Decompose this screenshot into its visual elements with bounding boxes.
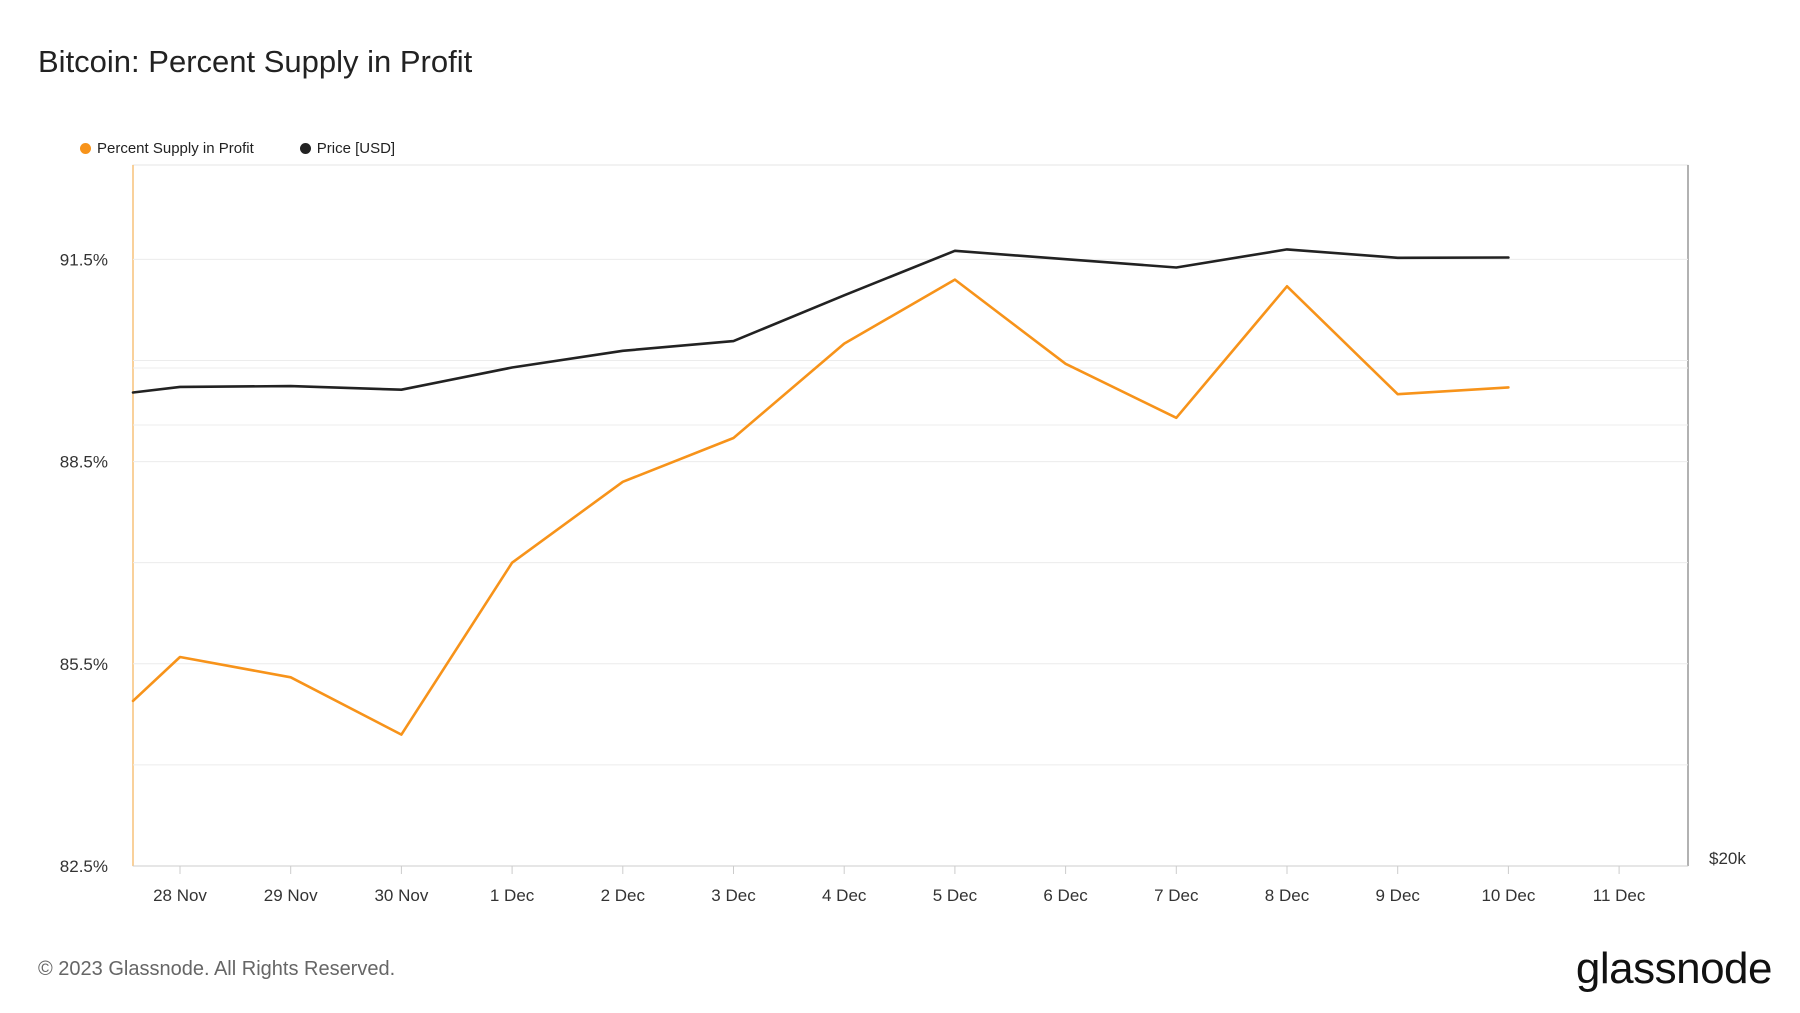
legend-item-price[interactable]: Price [USD] — [299, 140, 396, 157]
copyright-footer: © 2023 Glassnode. All Rights Reserved. — [38, 958, 396, 980]
legend-label-supply-in-profit: Percent Supply in Profit — [97, 140, 254, 157]
x-tick-label: 28 Nov — [153, 886, 207, 905]
series-line-price — [131, 248, 1510, 394]
x-tick-label: 8 Dec — [1265, 886, 1310, 905]
chart-title: Bitcoin: Percent Supply in Profit — [38, 44, 473, 79]
x-tick-label: 11 Dec — [1593, 886, 1646, 905]
legend-dot-orange-icon — [80, 143, 91, 154]
x-tick-label: 7 Dec — [1154, 886, 1199, 905]
x-tick-label: 10 Dec — [1481, 886, 1535, 905]
x-tick-label: 30 Nov — [374, 886, 428, 905]
x-tick-label: 1 Dec — [490, 886, 535, 905]
chart-legend: Percent Supply in Profit Price [USD] — [80, 140, 395, 157]
y-tick-label: 82.5% — [60, 857, 108, 876]
x-tick-label: 29 Nov — [264, 886, 318, 905]
x-tick-label: 9 Dec — [1375, 886, 1420, 905]
legend-label-price: Price [USD] — [316, 140, 396, 157]
x-tick-label: 6 Dec — [1043, 886, 1088, 905]
glassnode-logo[interactable]: glassnode — [1575, 944, 1773, 993]
y-tick-label: 91.5% — [60, 250, 108, 269]
legend-item-supply-in-profit[interactable]: Percent Supply in Profit — [80, 140, 254, 157]
x-tick-label: 5 Dec — [933, 886, 978, 905]
x-tick-label: 3 Dec — [711, 886, 756, 905]
series-line-supply-in-profit — [131, 278, 1510, 736]
y-tick-label: 85.5% — [60, 655, 108, 674]
x-tick-label: 2 Dec — [601, 886, 646, 905]
x-tick-label: 4 Dec — [822, 886, 867, 905]
plot-area — [132, 164, 1689, 867]
y-tick-label: 88.5% — [60, 453, 108, 472]
y-right-tick-label: $20k — [1709, 849, 1746, 868]
legend-dot-black-icon — [299, 143, 311, 154]
